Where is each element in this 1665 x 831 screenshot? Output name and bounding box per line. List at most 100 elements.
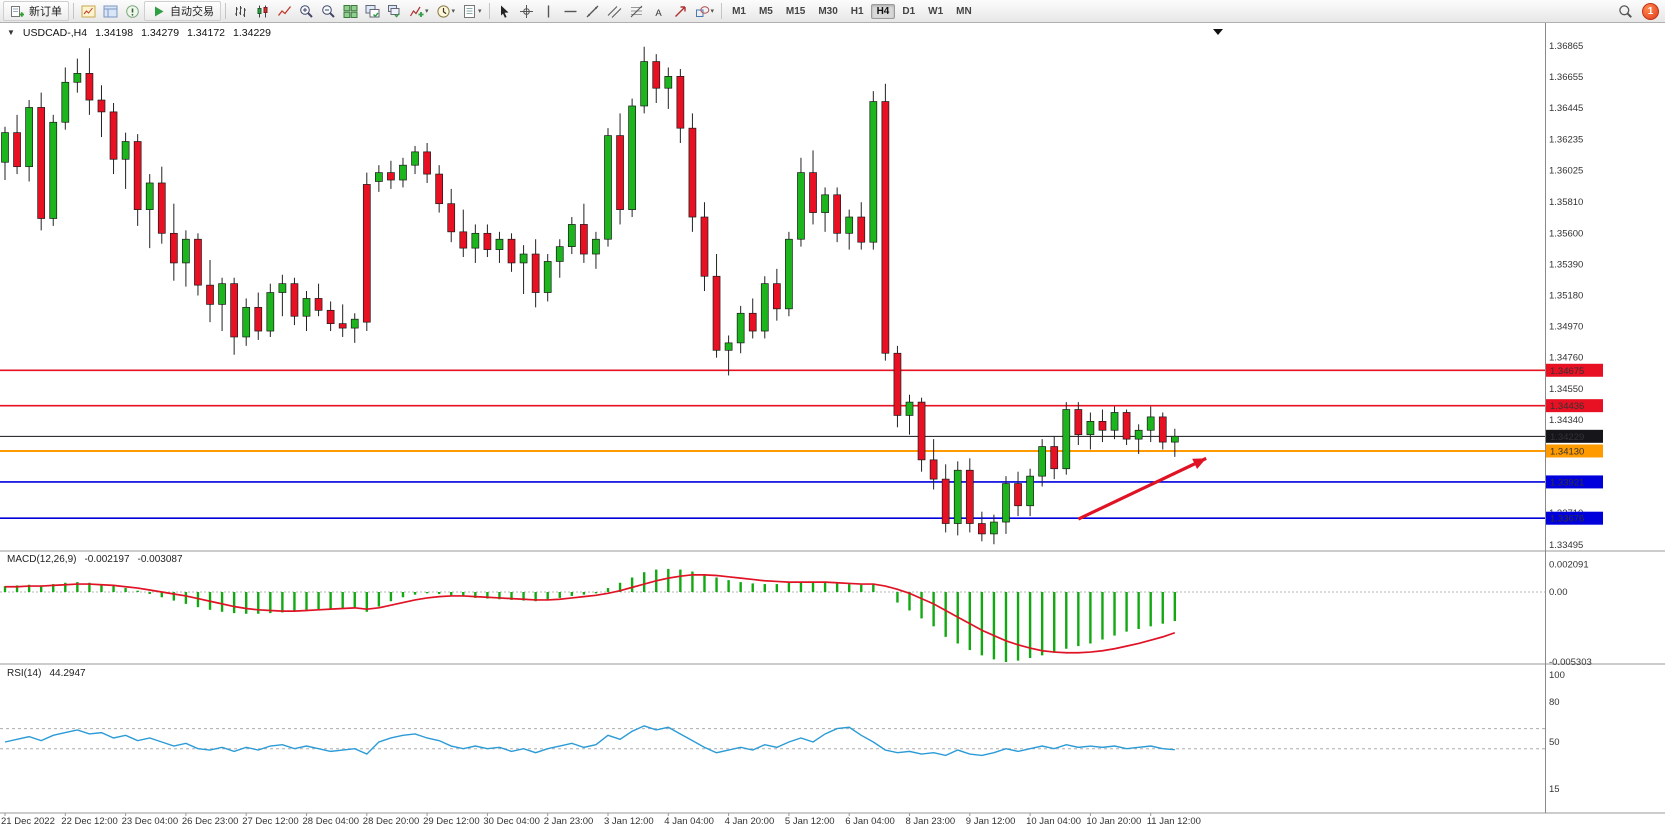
autotrade-button[interactable]: 自动交易 — [144, 1, 221, 21]
candle-body — [652, 61, 661, 89]
cascade-windows-button[interactable] — [384, 1, 405, 21]
candle-body — [387, 172, 395, 181]
timeframe-h4-button[interactable]: H4 — [870, 3, 896, 19]
candle-body — [157, 182, 166, 234]
price-badge-label: 1.33921 — [1550, 477, 1584, 488]
candle-body — [1170, 435, 1179, 443]
trend-arrow-line[interactable] — [1077, 456, 1207, 521]
candle-body — [1110, 412, 1119, 431]
price-badge-label: 1.34675 — [1550, 366, 1584, 377]
macd-value-signal: -0.003087 — [137, 554, 183, 565]
zoom-out-button[interactable] — [318, 1, 339, 21]
candle-body — [809, 172, 817, 213]
date-label: 21 Dec 2022 — [1, 816, 55, 827]
timeframe-w1-button[interactable]: W1 — [928, 5, 944, 17]
fibonacci-button[interactable] — [626, 1, 647, 21]
date-label: 6 Jan 04:00 — [845, 816, 895, 827]
ohlc-low: 1.34172 — [187, 27, 226, 39]
macd-signal-line — [5, 573, 1176, 654]
candle-body — [580, 224, 588, 255]
timeframe-m1-button[interactable]: M1 — [732, 5, 746, 17]
price-pane[interactable] — [0, 29, 1545, 545]
macd-pane[interactable] — [0, 568, 1545, 662]
timeframe-m5-button[interactable]: M5 — [758, 5, 773, 17]
timeframe-h1-button[interactable]: H1 — [850, 5, 864, 17]
candle-body — [73, 73, 82, 83]
candle-body — [25, 107, 33, 168]
candle-body — [37, 107, 46, 219]
date-axis[interactable]: 21 Dec 2022 22 Dec 12:00 23 Dec 04:00 26 De… — [1, 813, 1201, 827]
line-chart-button[interactable] — [274, 1, 295, 21]
chart-ohlc-header: ▼ USDCAD-,H4 1.34198 1.34279 1.34172 1.34229 — [7, 27, 271, 39]
channel-icon — [607, 4, 622, 19]
candle-body — [411, 151, 419, 166]
timeframe-mn-button[interactable]: MN — [956, 5, 972, 17]
rsi-pane[interactable] — [0, 725, 1545, 757]
search-button[interactable] — [1615, 1, 1636, 21]
chart-shift-marker-icon[interactable] — [1213, 29, 1223, 35]
toolbar-separator — [488, 3, 490, 19]
trendline-button[interactable] — [582, 1, 603, 21]
arrange-windows-button[interactable] — [362, 1, 383, 21]
price-line-badge — [1546, 429, 1603, 443]
indicators-button[interactable]: ▾ — [406, 1, 432, 21]
price-tick-label: 1.34550 — [1549, 384, 1583, 395]
price-tick-label: 1.34970 — [1549, 322, 1583, 333]
horizontal-line-icon — [563, 4, 578, 19]
candle-body — [772, 283, 781, 310]
horizontal-line-button[interactable] — [560, 1, 581, 21]
charts-button[interactable] — [78, 1, 99, 21]
autotrade-label: 自动交易 — [170, 6, 214, 18]
tile-windows-icon — [343, 4, 358, 19]
macd-label: MACD(12,26,9) -0.002197 -0.003087 — [7, 554, 183, 565]
profile-icon — [103, 4, 118, 19]
vertical-line-button[interactable] — [538, 1, 559, 21]
price-tick-label: 1.33495 — [1549, 540, 1583, 551]
timeframe-m15-button[interactable]: M15 — [785, 5, 806, 17]
alerts-button[interactable] — [122, 1, 143, 21]
date-label: 27 Dec 12:00 — [242, 816, 299, 827]
candle-body — [13, 132, 21, 168]
candle-body — [664, 76, 673, 89]
arrow-draw-button[interactable] — [670, 1, 691, 21]
template-button[interactable]: ▾ — [459, 1, 485, 21]
candle-body — [1086, 421, 1095, 436]
price-line-badge — [1546, 444, 1603, 458]
candle-body — [507, 238, 516, 264]
candle-body — [145, 182, 154, 210]
text-button[interactable]: A — [648, 1, 669, 21]
shapes-button[interactable]: ▾ — [692, 1, 718, 21]
candle-body — [109, 111, 118, 160]
notification-badge[interactable]: 1 — [1642, 2, 1659, 20]
candle-body — [929, 459, 938, 480]
timeframe-clock-button[interactable]: ▾ — [433, 1, 459, 21]
candle-body — [133, 141, 142, 210]
candle-body — [688, 127, 697, 218]
chart-canvas[interactable]: 1.36865 1.36655 1.36445 1.36235 1.36025 1.358… — [0, 23, 1665, 831]
timeframe-m30-button[interactable]: M30 — [818, 5, 838, 17]
profile-button[interactable] — [100, 1, 121, 21]
macd-tick-label: -0.005303 — [1549, 657, 1592, 668]
toolbar-separator — [73, 3, 74, 19]
collapse-ohlc-toggle[interactable]: ▼ — [7, 28, 15, 37]
candle-body — [423, 151, 431, 175]
crosshair-button[interactable] — [516, 1, 537, 21]
macd-tick-label: 0.002091 — [1549, 559, 1589, 570]
arrange-windows-icon — [365, 4, 380, 19]
zoom-in-button[interactable] — [296, 1, 317, 21]
cursor-button[interactable] — [494, 1, 515, 21]
bar-chart-button[interactable] — [230, 1, 251, 21]
fibonacci-icon — [629, 4, 644, 19]
chart-area[interactable]: 1.36865 1.36655 1.36445 1.36235 1.36025 1.358… — [0, 23, 1665, 831]
tile-windows-button[interactable] — [340, 1, 361, 21]
new-order-icon — [10, 4, 25, 19]
new-order-button[interactable]: 新订单 — [3, 1, 69, 21]
candlestick-button[interactable] — [252, 1, 273, 21]
price-axis[interactable]: 1.36865 1.36655 1.36445 1.36235 1.36025 1.358… — [0, 23, 1665, 814]
price-badge-label: 1.34436 — [1550, 401, 1584, 412]
vertical-line-icon — [541, 4, 556, 19]
candle-body — [121, 141, 130, 160]
channel-button[interactable] — [604, 1, 625, 21]
candle-body — [592, 238, 600, 255]
timeframe-d1-button[interactable]: D1 — [902, 5, 916, 17]
